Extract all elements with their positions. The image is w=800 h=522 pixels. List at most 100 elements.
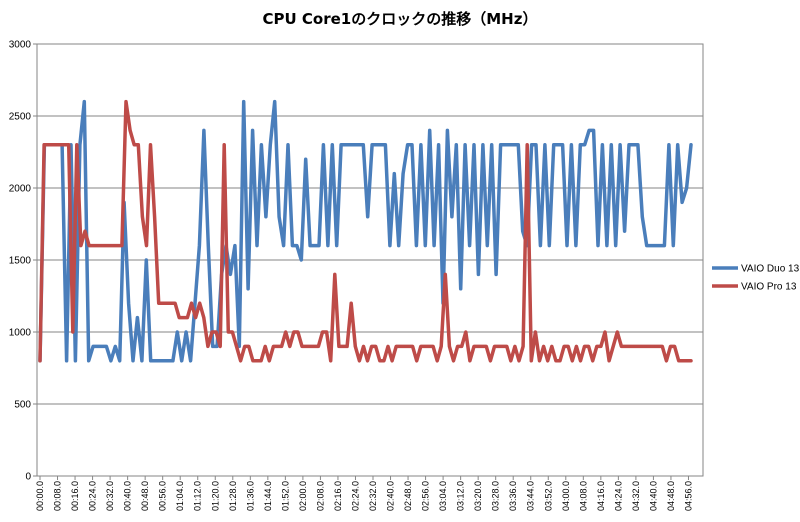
data-point (624, 345, 627, 347)
data-point (682, 360, 684, 362)
chart-title: CPU Core1のクロックの推移（MHz） (262, 10, 538, 28)
gridlines (36, 43, 704, 477)
data-point (448, 345, 451, 347)
data-point (346, 345, 348, 347)
data-point (690, 144, 692, 146)
data-point (495, 273, 497, 275)
data-point (436, 360, 438, 362)
x-tick-label: 03:20.0 (473, 481, 483, 511)
data-point (344, 144, 347, 146)
data-point (243, 101, 245, 103)
data-point (387, 345, 389, 347)
data-point (534, 331, 537, 333)
data-point (623, 230, 626, 232)
data-point (88, 245, 90, 247)
data-point (628, 345, 631, 347)
data-point (538, 360, 541, 362)
data-point (272, 345, 274, 347)
data-point (137, 144, 139, 146)
data-point (172, 360, 174, 362)
data-point (637, 345, 639, 347)
data-point (685, 187, 688, 189)
data-point (113, 245, 115, 247)
data-point (513, 144, 515, 146)
x-tick-label: 04:00.0 (561, 481, 571, 511)
data-point (211, 331, 213, 333)
data-point (649, 345, 651, 347)
data-point (433, 245, 435, 247)
data-point (543, 345, 545, 347)
data-point (681, 201, 683, 203)
data-point (305, 345, 307, 347)
data-point (592, 360, 594, 362)
data-point (39, 360, 41, 362)
data-point (334, 273, 336, 275)
data-point (163, 360, 165, 362)
x-tick-label: 04:24.0 (613, 481, 623, 511)
data-point (203, 129, 205, 131)
data-point (674, 345, 676, 347)
data-point (185, 331, 187, 333)
data-point (502, 345, 504, 347)
data-point (415, 245, 418, 247)
y-tick-label: 500 (14, 400, 31, 411)
data-point (174, 302, 176, 304)
data-point (600, 345, 602, 347)
data-point (566, 245, 568, 247)
data-point (207, 345, 209, 347)
data-point (584, 144, 586, 146)
data-point (416, 360, 418, 362)
data-point (375, 345, 377, 347)
data-point (646, 245, 648, 247)
data-point (411, 144, 413, 146)
data-point (55, 144, 57, 146)
data-point (317, 345, 320, 347)
data-point (457, 345, 459, 347)
y-tick-label: 3000 (9, 40, 32, 51)
legend: VAIO Duo 13 VAIO Pro 13 (712, 264, 800, 293)
data-point (610, 144, 612, 146)
data-point (68, 144, 70, 146)
x-tick-label: 02:16.0 (333, 481, 343, 511)
data-point (212, 345, 214, 347)
data-point (129, 129, 131, 131)
data-point (189, 360, 192, 362)
data-point (59, 144, 62, 146)
data-point (313, 345, 315, 347)
data-point (588, 129, 590, 131)
data-point (482, 144, 484, 146)
data-point (424, 245, 426, 247)
data-point (76, 144, 78, 146)
data-point (551, 345, 553, 347)
data-point (429, 129, 431, 131)
data-point (234, 245, 236, 247)
data-point (349, 144, 351, 146)
data-point (229, 273, 232, 275)
data-point (80, 245, 82, 247)
legend-label: VAIO Pro 13 (741, 282, 797, 293)
data-point (486, 245, 488, 247)
x-tick-label: 01:12.0 (193, 481, 203, 511)
data-point (256, 360, 258, 362)
data-point (481, 345, 483, 347)
data-point (420, 144, 422, 146)
data-point (133, 144, 135, 146)
data-point (47, 144, 49, 146)
data-point (199, 302, 201, 304)
data-point (518, 360, 520, 362)
data-point (338, 345, 340, 347)
x-tick-label: 03:12.0 (456, 481, 466, 511)
data-point (141, 216, 143, 218)
data-point (380, 144, 382, 146)
x-tick-label: 02:56.0 (421, 481, 431, 511)
data-point (371, 345, 373, 347)
data-point (342, 345, 344, 347)
data-point (235, 345, 238, 347)
data-point (402, 173, 404, 175)
data-point (65, 360, 68, 362)
x-tick-label: 02:32.0 (368, 481, 378, 511)
data-point (653, 345, 655, 347)
data-point (485, 345, 487, 347)
data-point (289, 345, 291, 347)
data-point (375, 144, 378, 146)
